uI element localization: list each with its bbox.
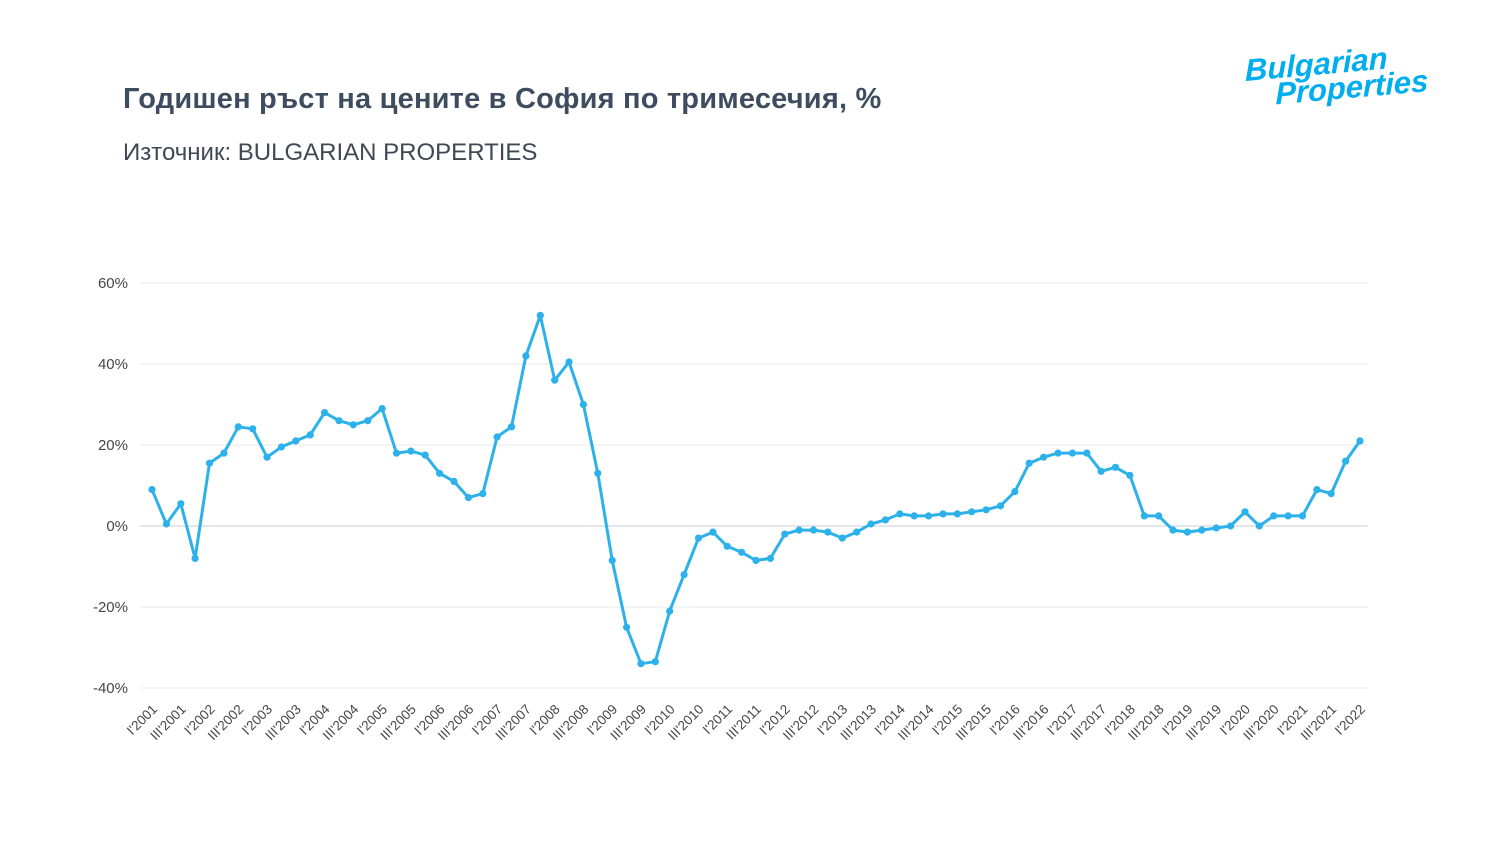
data-point: [838, 534, 846, 542]
data-point: [364, 417, 372, 425]
data-point: [191, 554, 199, 562]
data-point: [1083, 449, 1091, 457]
data-point: [809, 526, 818, 534]
data-point: [407, 447, 415, 455]
y-tick-label: 60%: [98, 275, 128, 292]
data-point: [996, 502, 1005, 510]
line-chart-svg: 60%40%20%0%-20%-40%I'2001III'2001I'2002I…: [93, 275, 1368, 743]
data-point: [1298, 512, 1307, 520]
data-point: [220, 449, 228, 457]
data-point: [1313, 486, 1321, 494]
data-point: [795, 526, 803, 534]
data-point: [234, 423, 242, 431]
data-point: [939, 510, 947, 518]
data-point: [982, 506, 990, 514]
data-point: [867, 520, 875, 528]
data-point: [709, 528, 717, 536]
data-point: [896, 510, 904, 518]
data-point: [666, 607, 674, 615]
data-point: [1040, 453, 1048, 461]
data-point: [249, 425, 257, 433]
data-point: [1327, 490, 1335, 498]
data-point: [162, 520, 170, 528]
data-point: [1097, 467, 1105, 475]
data-point: [752, 556, 760, 564]
data-point: [421, 451, 429, 459]
data-point: [551, 376, 559, 384]
y-tick-label: -40%: [93, 680, 128, 697]
data-point: [536, 311, 544, 319]
data-point: [277, 443, 285, 451]
data-point: [953, 510, 961, 518]
price-growth-line: [150, 313, 1362, 666]
chart-source: Източник: BULGARIAN PROPERTIES: [123, 139, 538, 166]
data-point: [392, 449, 401, 457]
data-point: [594, 469, 602, 477]
data-point: [1068, 449, 1076, 457]
data-point: [766, 554, 775, 562]
data-point: [464, 494, 472, 502]
data-point: [853, 528, 861, 536]
data-point: [1270, 512, 1278, 520]
bulgarian-properties-logo: Bulgarian Properties: [1244, 40, 1428, 112]
data-point: [1140, 512, 1148, 520]
y-tick-label: 0%: [106, 518, 128, 535]
data-point: [378, 405, 386, 413]
data-point: [148, 486, 156, 494]
data-point: [637, 660, 645, 668]
data-point: [493, 433, 501, 441]
data-point: [1356, 437, 1364, 445]
data-point: [1198, 526, 1206, 534]
data-point: [436, 469, 444, 477]
data-point: [292, 437, 300, 445]
data-point: [177, 500, 185, 508]
data-point: [824, 528, 832, 536]
y-tick-label: 20%: [98, 437, 128, 454]
data-point: [1011, 488, 1019, 496]
data-point: [565, 358, 573, 366]
data-point: [925, 512, 933, 520]
data-point: [651, 658, 659, 666]
data-point: [1342, 457, 1350, 465]
data-point: [1255, 522, 1263, 530]
data-point: [1183, 528, 1191, 536]
data-point: [522, 352, 530, 360]
x-tick-label: I'2022: [1332, 702, 1368, 738]
data-point: [1227, 522, 1235, 530]
data-point: [723, 542, 731, 550]
data-point: [738, 548, 746, 556]
data-point: [881, 516, 890, 524]
data-point: [321, 409, 329, 417]
data-point: [680, 571, 688, 579]
data-point: [1212, 524, 1220, 532]
data-point: [694, 534, 703, 542]
data-point: [579, 400, 588, 409]
data-point: [910, 512, 918, 520]
growth-chart: 60% 40% 20% 0% -20% -40% I'2001 III'2001 I'2002 I…: [0, 225, 1500, 825]
data-point: [205, 459, 214, 467]
data-point: [1284, 512, 1292, 520]
data-point: [507, 423, 516, 431]
data-point: [1111, 463, 1120, 471]
data-point: [306, 431, 314, 439]
data-point: [450, 477, 458, 485]
y-tick-label: 40%: [98, 356, 128, 373]
data-point: [1155, 512, 1163, 520]
y-tick-label: -20%: [93, 599, 128, 616]
data-point: [968, 508, 976, 516]
data-point: [1241, 508, 1249, 516]
data-point: [1054, 449, 1062, 457]
data-point: [335, 417, 343, 425]
data-point: [1126, 471, 1134, 479]
chart-title: Годишен ръст на цените в София по тримес…: [123, 83, 882, 115]
data-point: [349, 421, 357, 429]
data-point: [781, 530, 789, 538]
data-point: [608, 556, 616, 564]
data-point: [1025, 459, 1033, 467]
data-point: [263, 453, 271, 461]
data-point: [479, 490, 487, 498]
data-point: [623, 623, 631, 631]
data-point: [1169, 526, 1177, 534]
